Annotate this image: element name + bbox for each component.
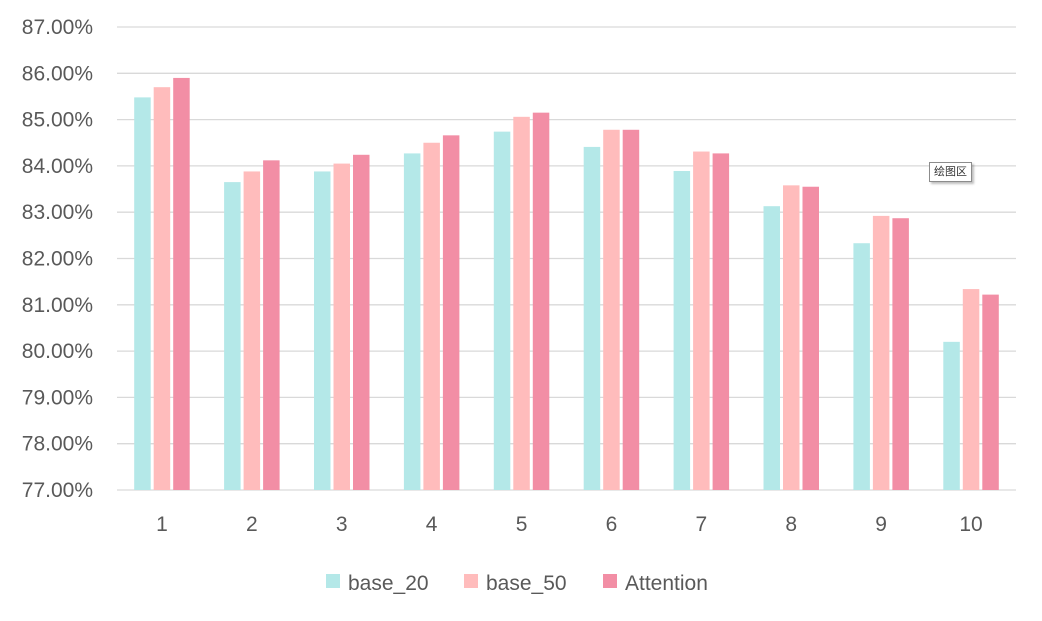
bar-attention-7 <box>712 153 730 491</box>
bar-base_20-5 <box>493 131 511 490</box>
bar-base_50-4 <box>423 142 440 490</box>
bar-base_20-8 <box>763 206 780 490</box>
bar-attention-8 <box>802 186 819 491</box>
plot-area-tooltip: 绘图区 <box>929 162 972 182</box>
bar-attention-2 <box>263 160 280 490</box>
bar-base_50-1 <box>153 87 171 490</box>
x-tick-label: 8 <box>785 513 797 536</box>
bar-base_50-8 <box>783 185 800 490</box>
y-tick-label: 80.00% <box>22 340 93 363</box>
bars <box>134 77 999 491</box>
x-tick-label: 9 <box>875 513 887 536</box>
bar-base_50-6 <box>603 129 620 490</box>
y-tick-label: 83.00% <box>22 201 93 224</box>
bar-base_20-3 <box>314 171 331 490</box>
y-tick-label: 84.00% <box>22 155 93 178</box>
legend-swatch-attention <box>603 574 617 588</box>
bar-attention-9 <box>892 218 909 490</box>
x-tick-label: 6 <box>606 513 618 536</box>
y-tick-label: 81.00% <box>22 294 93 317</box>
bar-base_20-4 <box>403 153 421 491</box>
y-tick-label: 78.00% <box>22 433 93 456</box>
y-axis-ticks: 77.00% 78.00% 79.00% 80.00% 81.00% 82.00% 83.0… <box>22 16 93 502</box>
legend-label-base_50: base_50 <box>486 572 567 595</box>
bar-base_20-6 <box>583 146 601 491</box>
x-axis-ticks: 1 2 3 4 5 6 7 8 9 10 <box>156 513 983 536</box>
bar-attention-6 <box>622 129 640 490</box>
bar-base_50-2 <box>243 171 261 490</box>
x-tick-label: 5 <box>516 513 528 536</box>
y-tick-label: 82.00% <box>22 248 93 271</box>
bar-base_50-7 <box>693 151 710 490</box>
y-tick-label: 85.00% <box>22 109 93 132</box>
bar-base_50-9 <box>872 215 890 491</box>
bar-base_20-7 <box>673 170 691 491</box>
y-tick-label: 87.00% <box>22 16 93 39</box>
bar-attention-10 <box>982 294 999 490</box>
legend: base_20 base_50 Attention <box>326 572 708 595</box>
bar-attention-3 <box>353 154 370 490</box>
y-tick-label: 79.00% <box>22 386 93 409</box>
x-tick-label: 1 <box>156 513 168 536</box>
bar-base_20-10 <box>943 341 960 490</box>
bar-attention-5 <box>532 112 550 490</box>
bar-base_20-2 <box>224 182 241 491</box>
legend-label-base_20: base_20 <box>348 572 429 595</box>
x-tick-label: 2 <box>246 513 258 536</box>
bar-base_50-5 <box>513 116 530 491</box>
bar-attention-1 <box>173 77 190 491</box>
bar-base_50-3 <box>333 163 350 490</box>
bar-base_20-1 <box>134 97 151 490</box>
y-tick-label: 77.00% <box>22 479 93 502</box>
bar-attention-4 <box>442 135 460 491</box>
bar-base_50-10 <box>962 289 980 490</box>
x-tick-label: 3 <box>336 513 348 536</box>
legend-swatch-base_50 <box>464 574 478 588</box>
bar-base_20-9 <box>853 243 870 490</box>
x-tick-label: 10 <box>959 513 982 536</box>
y-tick-label: 86.00% <box>22 62 93 85</box>
legend-swatch-base_20 <box>326 574 340 588</box>
x-tick-label: 7 <box>696 513 708 536</box>
x-tick-label: 4 <box>426 513 438 536</box>
legend-label-attention: Attention <box>625 572 708 595</box>
